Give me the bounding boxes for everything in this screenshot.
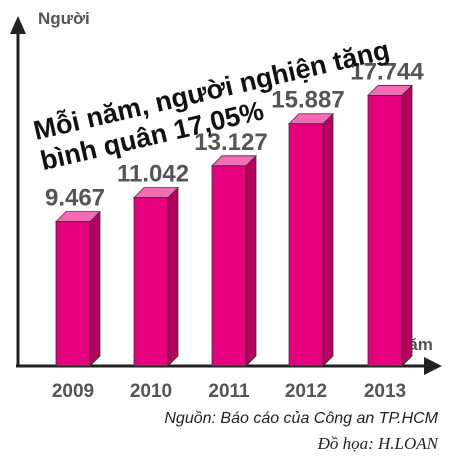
bar-2011 (211, 165, 247, 367)
bar-side-2011 (245, 154, 257, 367)
value-label-2009: 9.467 (45, 185, 105, 212)
value-label-2013: 17.744 (350, 58, 424, 85)
x-tick-2012: 2012 (285, 381, 327, 402)
x-tick-2009: 2009 (52, 381, 94, 402)
bar-side-2013 (401, 84, 413, 367)
x-tick-2011: 2011 (208, 381, 250, 402)
value-label-2011: 13.127 (194, 129, 267, 156)
x-tick-2010: 2010 (130, 381, 172, 402)
bar-2009 (55, 221, 91, 367)
bar-2013 (367, 95, 403, 367)
bar-2010 (133, 197, 169, 367)
y-axis-arrow (10, 16, 26, 34)
bar-side-2010 (167, 186, 179, 367)
bar-2012 (288, 123, 324, 367)
y-axis-title: Người (38, 9, 90, 28)
bar-side-2012 (322, 112, 334, 367)
x-tick-2013: 2013 (364, 381, 406, 402)
value-label-2010: 11.042 (117, 161, 189, 188)
value-label-2012: 15.887 (271, 87, 344, 114)
credit-note: Đồ họa: H.LOAN (317, 434, 440, 453)
bar-series: 9.467 2009 11.042 2010 13.127 2011 15.887 2012 1… (45, 58, 424, 402)
bar-side-2009 (89, 210, 101, 367)
source-note: Nguồn: Báo cáo của Công an TP.HCM (164, 410, 438, 427)
x-axis-arrow (424, 357, 442, 375)
